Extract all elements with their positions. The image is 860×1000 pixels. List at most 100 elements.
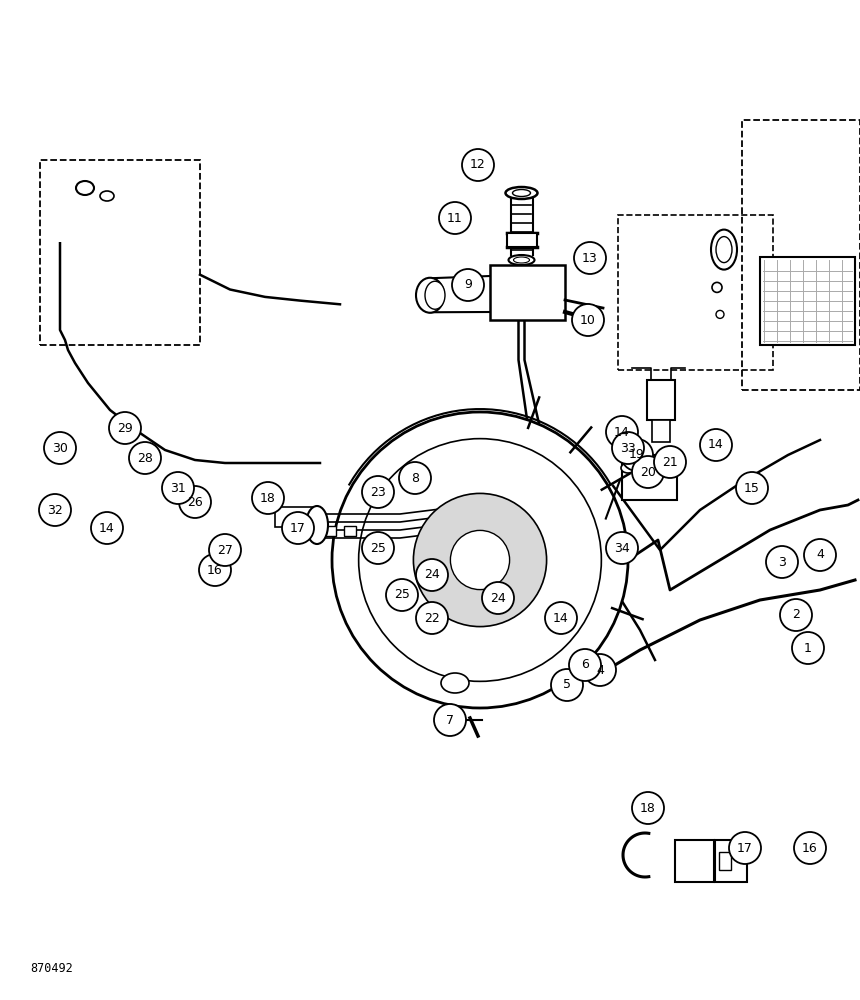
Circle shape xyxy=(482,582,514,614)
Text: 34: 34 xyxy=(614,542,630,554)
Text: 24: 24 xyxy=(490,591,506,604)
Circle shape xyxy=(572,304,604,336)
Text: 14: 14 xyxy=(708,438,724,452)
Circle shape xyxy=(434,704,466,736)
Circle shape xyxy=(362,476,394,508)
Text: 22: 22 xyxy=(424,611,439,624)
Circle shape xyxy=(416,602,448,634)
Circle shape xyxy=(584,654,616,686)
Ellipse shape xyxy=(508,255,535,265)
Circle shape xyxy=(162,472,194,504)
Circle shape xyxy=(736,472,768,504)
Circle shape xyxy=(129,442,161,474)
Circle shape xyxy=(632,792,664,824)
Text: 14: 14 xyxy=(614,426,630,438)
Ellipse shape xyxy=(641,473,655,483)
Circle shape xyxy=(109,412,141,444)
Text: 20: 20 xyxy=(640,466,656,479)
Ellipse shape xyxy=(425,281,445,309)
Text: 2: 2 xyxy=(792,608,800,621)
Text: 28: 28 xyxy=(137,452,153,464)
Text: 4: 4 xyxy=(816,548,824,562)
Circle shape xyxy=(545,602,577,634)
Circle shape xyxy=(621,439,653,471)
Bar xyxy=(652,420,670,442)
Text: 5: 5 xyxy=(563,678,571,692)
Text: 4: 4 xyxy=(596,664,604,676)
Circle shape xyxy=(716,310,724,318)
Text: 14: 14 xyxy=(99,522,115,534)
Text: 18: 18 xyxy=(640,802,656,814)
Text: 27: 27 xyxy=(217,544,233,556)
Text: 30: 30 xyxy=(52,442,68,454)
Text: 870492: 870492 xyxy=(30,962,73,975)
Text: 16: 16 xyxy=(802,842,818,854)
Text: 21: 21 xyxy=(662,456,678,468)
Text: 23: 23 xyxy=(370,486,386,498)
Bar xyxy=(490,265,565,320)
Ellipse shape xyxy=(513,190,531,196)
Circle shape xyxy=(729,832,761,864)
Text: 31: 31 xyxy=(170,482,186,494)
Bar xyxy=(507,233,537,247)
Text: 33: 33 xyxy=(620,442,636,454)
Bar xyxy=(304,526,316,536)
Circle shape xyxy=(39,494,71,526)
Circle shape xyxy=(44,432,76,464)
Ellipse shape xyxy=(661,465,675,475)
Circle shape xyxy=(804,539,836,571)
Bar xyxy=(618,215,773,370)
Text: 8: 8 xyxy=(411,472,419,485)
Text: 3: 3 xyxy=(778,556,786,568)
Circle shape xyxy=(792,632,824,664)
FancyBboxPatch shape xyxy=(715,840,747,882)
Bar xyxy=(719,852,731,870)
Bar xyxy=(760,257,855,345)
Circle shape xyxy=(252,482,284,514)
Circle shape xyxy=(780,599,812,631)
Text: 9: 9 xyxy=(464,278,472,292)
Ellipse shape xyxy=(441,673,469,693)
Circle shape xyxy=(199,554,231,586)
Circle shape xyxy=(451,530,510,590)
Text: 29: 29 xyxy=(117,422,133,434)
Bar xyxy=(324,526,336,536)
Text: 7: 7 xyxy=(446,714,454,726)
Ellipse shape xyxy=(716,237,732,263)
Circle shape xyxy=(632,456,664,488)
Circle shape xyxy=(794,832,826,864)
Bar xyxy=(647,380,675,420)
Text: 12: 12 xyxy=(470,158,486,172)
Bar xyxy=(290,527,310,535)
Text: 16: 16 xyxy=(207,564,223,576)
Ellipse shape xyxy=(711,230,737,270)
Circle shape xyxy=(416,559,448,591)
Text: 24: 24 xyxy=(424,568,439,582)
Text: 26: 26 xyxy=(187,495,203,508)
Text: 15: 15 xyxy=(744,482,760,494)
Text: 10: 10 xyxy=(580,314,596,326)
Circle shape xyxy=(551,669,583,701)
Ellipse shape xyxy=(506,187,538,199)
Text: 14: 14 xyxy=(553,611,568,624)
Circle shape xyxy=(606,532,638,564)
Circle shape xyxy=(766,546,798,578)
Bar xyxy=(622,455,677,500)
Text: 17: 17 xyxy=(290,522,306,534)
Circle shape xyxy=(282,512,314,544)
Text: 11: 11 xyxy=(447,212,463,225)
Circle shape xyxy=(654,446,686,478)
Circle shape xyxy=(414,493,547,627)
Ellipse shape xyxy=(416,278,444,313)
Circle shape xyxy=(462,149,494,181)
Text: 19: 19 xyxy=(630,448,645,462)
Bar xyxy=(344,526,356,536)
Bar xyxy=(742,120,860,390)
Circle shape xyxy=(209,534,241,566)
Text: 17: 17 xyxy=(737,842,753,854)
Circle shape xyxy=(179,486,211,518)
Text: 32: 32 xyxy=(47,504,63,516)
Text: 1: 1 xyxy=(804,642,812,654)
Bar xyxy=(275,507,320,527)
Circle shape xyxy=(569,649,601,681)
